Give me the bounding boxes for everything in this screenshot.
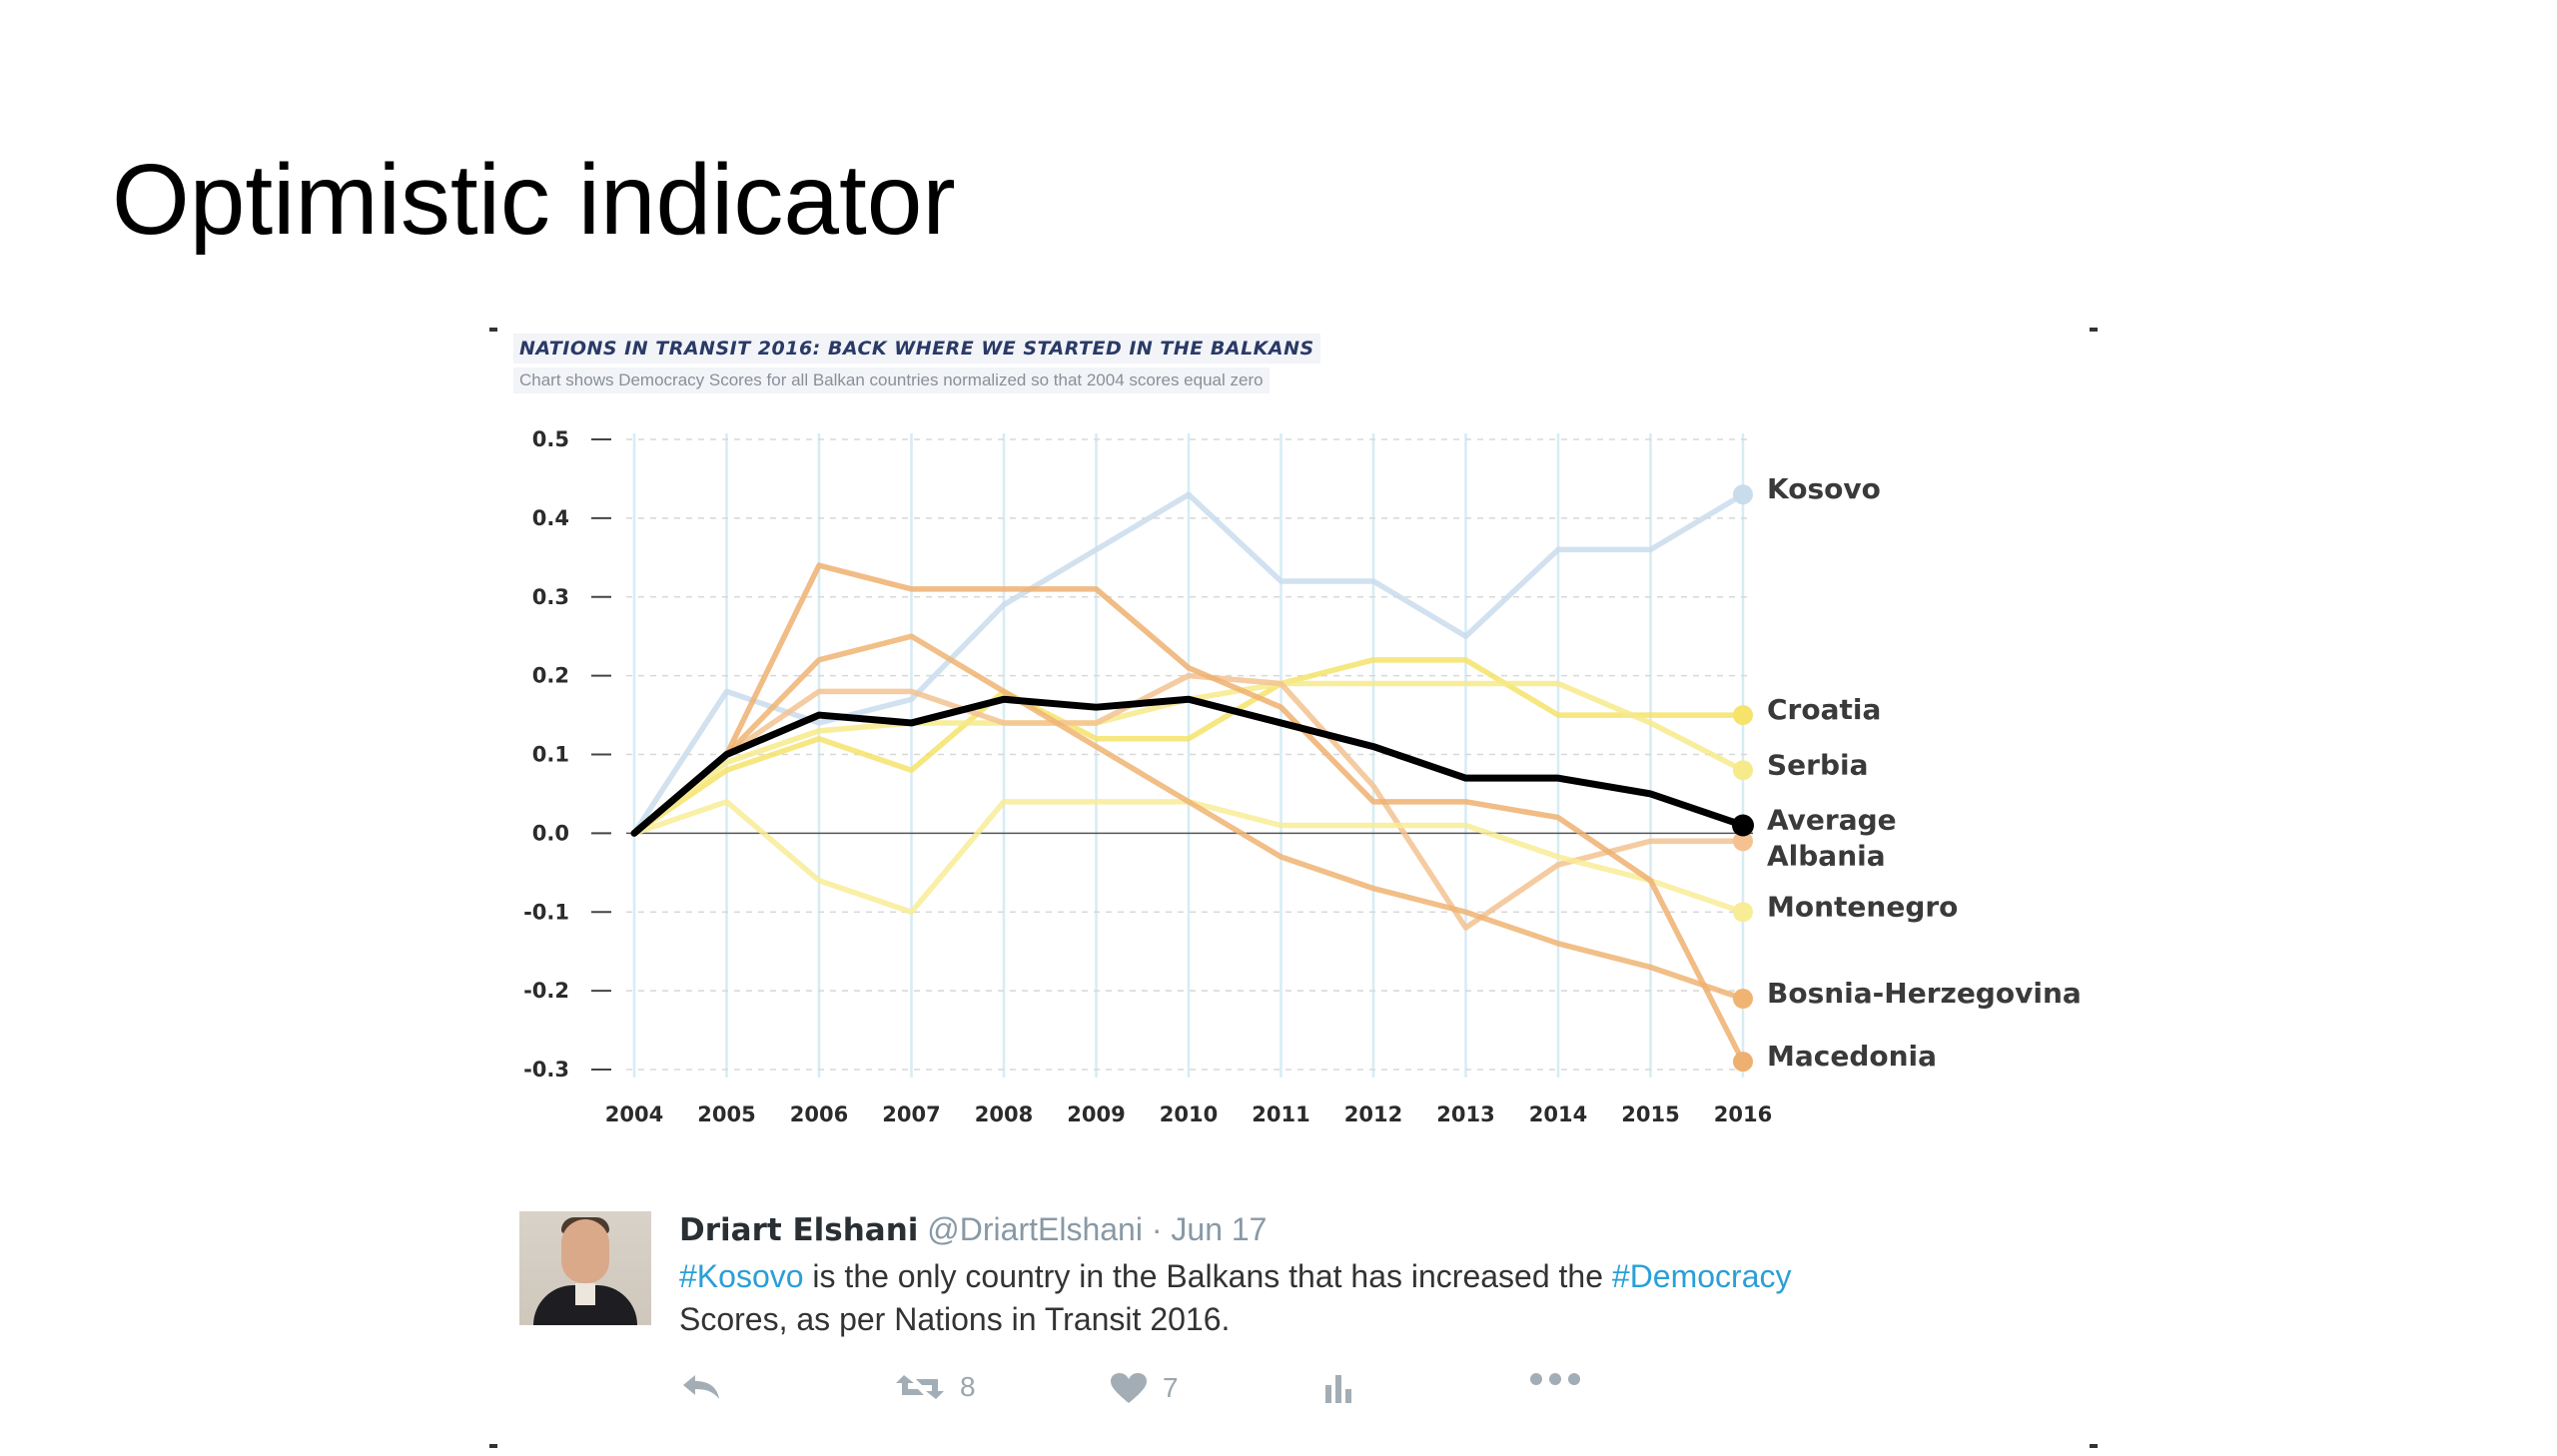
tweet-text: #Kosovo is the only country in the Balka… [679,1255,2078,1341]
reply-icon [683,1375,719,1399]
retweet-count: 8 [960,1371,976,1402]
x-tick-label: 2011 [1252,1102,1309,1126]
end-point-croatia [1733,705,1753,726]
series-line-croatia [631,657,1746,837]
y-tick-label: 0.5 [532,427,569,451]
chart-title: NATIONS IN TRANSIT 2016: BACK WHERE WE S… [513,334,1320,364]
tweet-date[interactable]: Jun 17 [1171,1211,1268,1247]
like-button[interactable]: 7 [1109,1371,1179,1405]
series-label: Serbia [1767,748,1869,781]
tweet-card[interactable]: Driart Elshani @DriartElshani · Jun 17 #… [519,1211,2078,1451]
series-label: Macedonia [1767,1040,1937,1073]
y-tick-label: 0.3 [532,585,569,609]
end-point-average [1732,814,1754,837]
tweet-text-part: Scores, as per Nations in Transit 2016. [679,1301,1231,1337]
more-icon [1530,1373,1580,1385]
series-label: Montenegro [1767,890,1958,923]
series-label: Bosnia-Herzegovina [1767,977,2082,1010]
end-point-montenegro [1733,902,1753,923]
slide-title: Optimistic indicator [112,144,956,256]
end-point-albania [1733,831,1753,852]
tweet-author-handle[interactable]: @DriartElshani [927,1211,1143,1247]
y-tick-label: 0.1 [532,743,569,767]
series-line-bosnia-herzegovina [631,633,1746,1002]
avatar[interactable] [519,1211,651,1325]
heart-icon [1111,1373,1147,1403]
end-point-macedonia [1733,1052,1753,1073]
x-tick-label: 2013 [1436,1102,1494,1126]
x-tick-label: 2015 [1621,1102,1679,1126]
tweet-separator: · [1151,1211,1163,1247]
y-tick-label: 0.2 [532,664,569,688]
reply-button[interactable] [679,1371,723,1403]
hashtag-link[interactable]: #Kosovo [679,1258,804,1294]
x-tick-label: 2014 [1529,1102,1587,1126]
analytics-icon [1325,1375,1351,1403]
series-line-average [630,695,1747,837]
x-tick-label: 2010 [1160,1102,1218,1126]
series-line-kosovo [631,491,1746,837]
series-label: Average [1767,803,1897,836]
tweet-author-name[interactable]: Driart Elshani [679,1212,919,1248]
x-tick-label: 2012 [1344,1102,1402,1126]
series-label: Croatia [1767,693,1881,726]
tweet-header: Driart Elshani @DriartElshani · Jun 17 [679,1211,1267,1248]
analytics-button[interactable] [1323,1371,1357,1403]
end-point-serbia [1733,760,1753,781]
corner-mark [489,328,497,332]
retweet-button[interactable]: 8 [894,1371,976,1403]
y-tick-label: -0.3 [523,1058,569,1082]
corner-mark [2090,1444,2098,1448]
series-label: Albania [1767,839,1886,872]
series-line-macedonia [631,562,1746,1065]
y-tick-label: 0.0 [532,821,569,845]
retweet-icon [896,1375,944,1399]
series-label: Kosovo [1767,472,1881,505]
more-button[interactable] [1528,1371,1582,1387]
x-tick-label: 2004 [605,1102,663,1126]
x-tick-label: 2008 [975,1102,1033,1126]
chart-figure: 0.5 0.4 0.3 0.2 0.1 0.0 -0.1 -0.2 -0.3 2004 2005 20… [489,328,2098,1456]
corner-mark [489,1444,497,1448]
x-tick-label: 2016 [1714,1102,1772,1126]
line-chart: 0.5 0.4 0.3 0.2 0.1 0.0 -0.1 -0.2 -0.3 2004 2005 20… [523,427,2082,1126]
corner-mark [2090,328,2098,332]
end-point-bosnia-herzegovina [1733,989,1753,1010]
y-tick-label: -0.2 [523,979,569,1003]
like-count: 7 [1163,1372,1179,1403]
x-tick-label: 2009 [1067,1102,1125,1126]
x-tick-label: 2005 [697,1102,755,1126]
y-tick-label: 0.4 [532,506,569,530]
x-tick-label: 2006 [790,1102,848,1126]
tweet-text-part: is the only country in the Balkans that … [803,1258,1612,1294]
series-line-albania [631,672,1746,931]
x-tick-label: 2007 [882,1102,940,1126]
tweet-actions: 8 7 [679,1371,1678,1419]
y-tick-label: -0.1 [523,900,569,924]
chart-subtitle: Chart shows Democracy Scores for all Bal… [513,367,1270,393]
hashtag-link[interactable]: #Democracy [1611,1258,1792,1294]
end-point-kosovo [1733,484,1753,505]
